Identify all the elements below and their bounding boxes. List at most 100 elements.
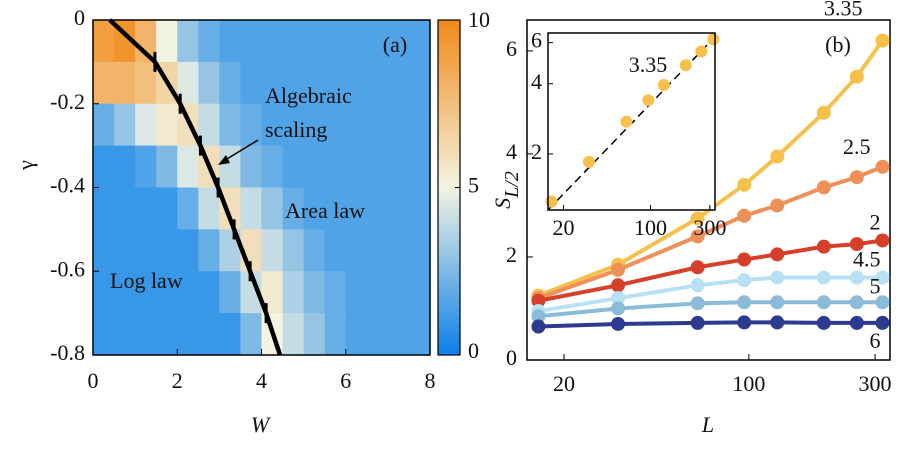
heatmap-cell [303,61,326,105]
data-point [816,180,831,195]
data-point [611,278,626,293]
heatmap-cell [366,271,389,314]
data-point [690,211,705,226]
data-point [849,69,864,84]
heatmap-cell [219,145,241,188]
heatmap-cell [198,187,220,230]
data-point [690,315,705,330]
y-tick-label: -0.2 [50,89,85,114]
heatmap-cell [135,271,157,314]
heatmap-cell [219,103,241,147]
heatmap-cell [198,313,220,356]
y-axis-label-subscript: L/2 [501,171,523,199]
y-tick-label: 2 [506,242,517,267]
heatmap-cell [282,103,305,147]
data-point [737,273,752,288]
panel-label: (b) [825,32,851,57]
plot-frame [526,19,891,361]
data-point [875,295,890,310]
heatmap-cell [324,20,347,63]
heatmap-cell [387,145,410,188]
heatmap-cell [198,229,220,272]
inset-x-tick-label: 100 [634,215,667,240]
series-label: 2 [869,210,880,235]
annotation: Area law [285,198,365,223]
heatmap-cell [261,20,284,63]
heatmap-cell [282,313,305,356]
data-point [690,296,705,311]
heatmap-cell [387,61,410,105]
x-tick-label: 2 [172,368,183,393]
heatmap-cell [93,145,115,188]
x-tick-label: 4 [256,368,267,393]
heatmap-cell [114,187,136,230]
heatmap-cell [324,145,347,188]
inset-data-point [695,45,708,58]
heatmap-cell [282,61,305,105]
heatmap-cell [93,103,115,147]
data-point [770,315,785,330]
data-point [770,149,785,164]
heatmap-cell [261,145,284,188]
heatmap-cell [387,313,410,356]
heatmap-cell [156,187,178,230]
y-tick-label: -0.4 [50,173,85,198]
heatmap-cell [219,61,241,105]
heatmap-cell [114,271,136,314]
data-point [875,233,890,248]
series-line [538,320,883,329]
series-label: 4.5 [853,247,881,272]
annotation: scaling [265,117,327,142]
heatmap-cell [366,103,389,147]
heatmap-cell [366,187,389,230]
heatmap-cell [93,229,115,272]
y-axis-label: SL/2 [490,171,523,209]
y-tick-label: 4 [506,139,517,164]
data-point [816,239,831,254]
colorbar-tick-label: 10 [468,7,490,32]
heatmap-cell [366,20,389,63]
heatmap-cell [303,271,326,314]
inset-x-tick-label: 300 [693,215,726,240]
heatmap-cell [282,229,305,272]
heatmap-cell [156,103,178,147]
data-point [690,229,705,244]
panel-label: (a) [383,32,407,57]
heatmap-cell [156,20,178,63]
heatmap-cell [240,61,262,105]
inset-frame [547,32,716,211]
heatmap-cell [135,61,157,105]
heatmap-cell [366,145,389,188]
inset-data-point [657,79,670,92]
heatmap-cell [177,313,199,356]
data-point [849,270,864,285]
heatmap-cell [156,145,178,188]
heatmap-cell [387,20,410,63]
heatmap-cell [219,271,241,314]
heatmap-cell [303,145,326,188]
heatmap-cell [261,61,284,105]
heatmap-cell [156,229,178,272]
heatmap-cell [324,271,347,314]
annotation-arrowhead [218,155,230,165]
heatmap-cell [303,313,326,356]
heatmap-cell [324,103,347,147]
heatmap-cell [135,145,157,188]
heatmap-cell [93,20,115,63]
data-point [816,295,831,310]
heatmap-cell [93,271,115,314]
heatmap-cell [219,187,241,230]
heatmap-cell [240,20,262,63]
heatmap-cell [345,103,368,147]
heatmap-cell [408,61,431,105]
heatmap-cell [240,145,262,188]
heatmap-cell [408,103,431,147]
inset-data-point [620,115,633,128]
heatmap-cell [198,61,220,105]
colorbar-tick-label: 0 [468,338,479,363]
heatmap-cell [135,187,157,230]
x-tick-label: 8 [425,368,436,393]
heatmap-cell [345,20,368,63]
x-tick-label: 300 [859,371,892,396]
